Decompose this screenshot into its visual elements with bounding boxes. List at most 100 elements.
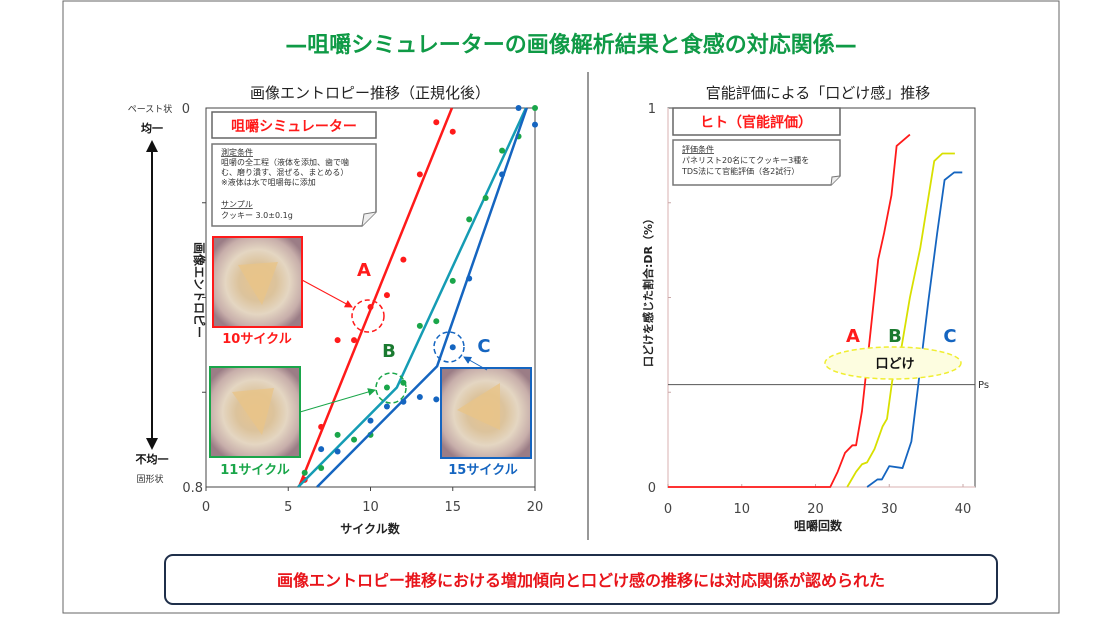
data-point-c	[367, 417, 374, 424]
note-line: 咀嚼の全工程（液体を添加、歯で噛	[221, 157, 349, 167]
fit-line-b	[297, 107, 528, 488]
callout-circle-a	[351, 299, 385, 333]
slide-frame	[62, 0, 1060, 614]
x-tick-label: 0	[664, 502, 672, 517]
x-tick-label: 15	[444, 500, 461, 515]
human-box	[672, 107, 841, 136]
melt-zone-label: 口どけ	[875, 357, 914, 372]
note-heading-evaluation: 評価条件	[682, 144, 714, 154]
note-line: クッキー 3.0±0.1g	[221, 211, 293, 220]
cookie-image	[232, 388, 274, 435]
fit-line-a	[297, 107, 454, 488]
data-point-a	[383, 292, 390, 299]
data-point-c	[466, 275, 473, 282]
dr-curve-b	[846, 152, 955, 488]
non-uniform-label: 不均一	[136, 452, 169, 466]
data-point-b	[318, 465, 325, 472]
data-point-c	[515, 105, 522, 111]
cookie-image	[238, 262, 278, 305]
paste-state-label: ペースト状	[128, 103, 173, 115]
data-point-a	[351, 337, 358, 344]
callout-circle-c	[433, 331, 465, 363]
series-label-b: B	[382, 341, 396, 362]
photo-15-cycles: 15サイクル	[440, 367, 532, 478]
uniform-label: 均一	[141, 121, 163, 135]
note-heading-conditions: 測定条件	[221, 147, 253, 157]
data-point-b	[449, 277, 456, 284]
melt-y-label: 口どけを感じた割合:DR（%）	[641, 213, 655, 367]
cookie-image	[457, 383, 500, 430]
data-point-b	[301, 469, 308, 476]
dr-curve-a	[668, 133, 911, 488]
entropy-x-label: サイクル数	[340, 521, 400, 536]
data-point-a	[449, 128, 456, 135]
conclusion-text: 画像エントロピー推移における増加傾向と口どけ感の推移には対応関係が認められた	[277, 571, 885, 590]
data-point-c	[416, 393, 423, 400]
data-point-c	[383, 403, 390, 410]
entropy-chart-title: 画像エントロピー推移（正規化後）	[250, 84, 490, 102]
solid-state-label: 固形状	[136, 473, 163, 485]
data-point-c	[318, 446, 325, 453]
fit-line-c	[316, 107, 528, 488]
series-label-a: A	[357, 260, 371, 281]
entropy-y-label: 画像エントロピー	[192, 242, 207, 338]
data-point-c	[400, 398, 407, 405]
photo-label: 15サイクル	[448, 463, 517, 478]
conclusion-box	[164, 554, 998, 605]
melt-x-label: 咀嚼回数	[794, 518, 843, 533]
x-tick-label: 40	[955, 502, 972, 517]
data-point-a	[400, 256, 407, 263]
data-point-c	[433, 396, 440, 403]
data-point-b	[416, 322, 423, 329]
x-tick-label: 0	[202, 500, 210, 515]
data-point-b	[499, 147, 506, 154]
human-box-label: ヒト（官能評価）	[700, 114, 812, 131]
melt-chart: 官能評価による「口どけ感」推移 0 10 20 30 40 咀嚼回数 口どけを感じた割合…	[641, 84, 989, 533]
data-point-b	[532, 105, 538, 111]
ps-label: Ps	[978, 380, 989, 391]
note-fold-icon	[361, 211, 377, 227]
series-label-c: C	[477, 336, 490, 357]
data-point-b	[482, 195, 489, 202]
data-point-a	[416, 171, 423, 178]
simulator-box-label: 咀嚼シミュレーター	[231, 118, 357, 135]
note-line: TDS法にて官能評価（各2試行）	[681, 166, 799, 176]
data-point-c	[334, 448, 341, 455]
y-tick-0.8: 0.8	[182, 481, 203, 496]
series-label-a: A	[846, 326, 860, 347]
data-point-b	[334, 431, 341, 438]
data-point-b	[433, 318, 440, 325]
data-point-b	[383, 384, 390, 391]
photo-label: 10サイクル	[222, 332, 291, 347]
x-tick-label: 10	[733, 502, 750, 517]
x-tick-label: 20	[807, 502, 824, 517]
data-point-c	[499, 171, 506, 178]
arrow-down-icon	[146, 438, 158, 450]
data-point-c	[449, 344, 456, 351]
note-line: ※液体は水で咀嚼毎に添加	[221, 177, 316, 187]
photo-label: 11サイクル	[220, 463, 289, 478]
data-point-b	[466, 216, 473, 223]
x-tick-label: 5	[284, 500, 292, 515]
callout-arrow-c	[463, 356, 488, 371]
note-line: む、磨り潰す、混ぜる、まとめる）	[221, 167, 348, 177]
data-point-a	[318, 423, 325, 430]
y-tick-0: 0	[648, 481, 656, 496]
data-point-a	[334, 337, 341, 344]
data-point-a	[367, 303, 374, 310]
y-tick-1: 1	[648, 102, 656, 117]
data-point-a	[433, 119, 440, 126]
note-fold-icon	[830, 175, 841, 186]
arrow-up-icon	[146, 140, 158, 152]
y-tick-0: 0	[182, 102, 190, 117]
series-label-c: C	[943, 326, 956, 347]
data-point-c	[532, 121, 538, 128]
note-line: パネリスト20名にてクッキー3種を	[682, 155, 809, 165]
slide-title: —咀嚼シミュレーターの画像解析結果と食感の対応関係—	[285, 32, 857, 58]
data-point-b	[351, 436, 358, 443]
callout-arrow-a	[301, 279, 353, 308]
x-tick-label: 30	[881, 502, 898, 517]
series-label-b: B	[888, 326, 902, 347]
x-tick-label: 20	[527, 500, 544, 515]
